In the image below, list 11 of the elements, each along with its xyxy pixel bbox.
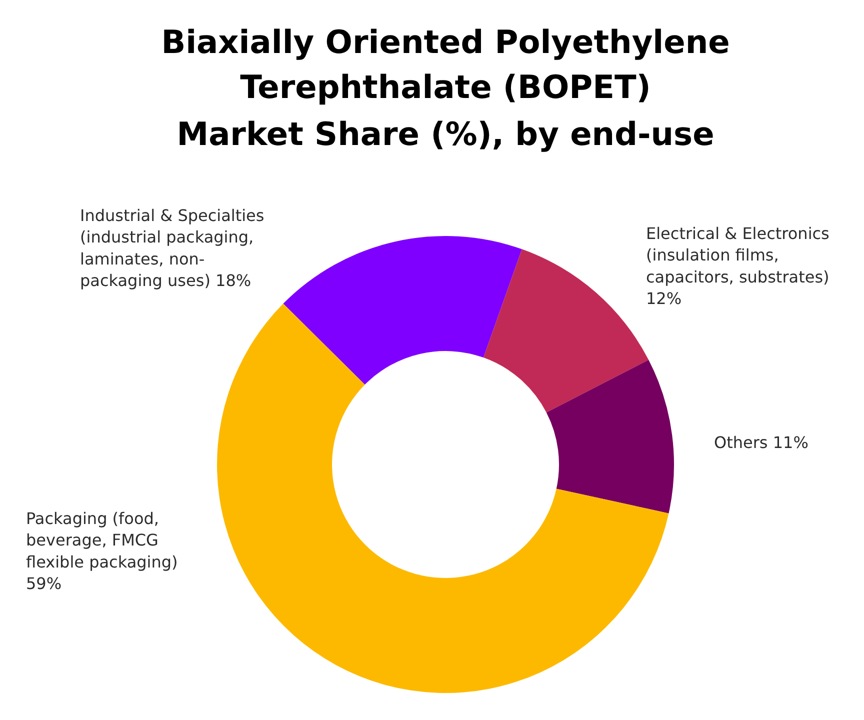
slice-label: Others 11% [714, 433, 808, 452]
slice-label: Electrical & Electronics (insulation films, capacitors, substrates) [646, 224, 830, 286]
chart-title: Biaxially Oriented Polyethylene Terephthalate (BOPET) [161, 23, 730, 106]
donut-slice [546, 360, 674, 514]
slice-label: Industrial & Specialties (industrial packaging, laminates, non-packaging uses) 18% [80, 206, 264, 290]
slice-label: Packaging (food, beverage, FMCG flexible packaging) [26, 509, 178, 572]
donut-slice [283, 236, 522, 385]
chart-subtitle: Market Share (%), by end-use [176, 115, 714, 153]
data-label: 12% [646, 289, 682, 308]
data-label: 59% [26, 574, 62, 594]
donut-slice [217, 304, 669, 693]
